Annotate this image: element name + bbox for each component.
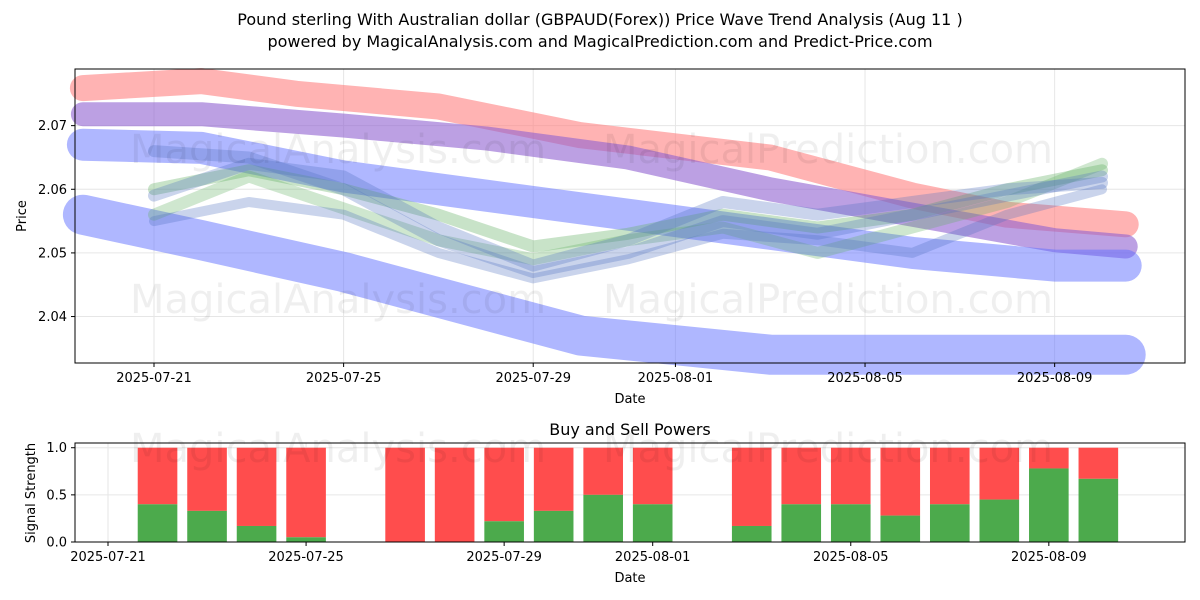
price-waves	[62, 68, 1146, 375]
price-ticks: 2025-07-21 2025-07-25 2025-07-29 2025-08-01…	[38, 119, 1092, 386]
sell-bar	[781, 447, 822, 505]
sell-bar	[979, 447, 1020, 500]
bar-y-label: Signal Strength	[24, 443, 39, 543]
watermark-prediction: MagicalPrediction.com	[603, 277, 1053, 323]
sell-bar	[236, 447, 277, 526]
buy-bar	[286, 537, 326, 542]
watermark-analysis: MagicalAnalysis.com	[130, 127, 546, 173]
sell-bar	[187, 447, 227, 511]
series-wave-green-1	[148, 164, 1108, 253]
buy-bar	[533, 510, 574, 542]
sell-bar	[137, 447, 178, 505]
price-watermarks: MagicalAnalysis.com MagicalPrediction.co…	[130, 127, 1053, 323]
buy-bar	[929, 504, 970, 542]
price-y-label: Price	[15, 200, 30, 232]
series-wave-red	[69, 68, 1139, 238]
sell-bar	[533, 447, 574, 511]
price-axes-frame	[74, 68, 1186, 364]
buy-bar	[731, 525, 772, 542]
bar-axes-frame	[74, 442, 1186, 543]
price-x-tick-label: 2025-08-01	[638, 371, 714, 386]
series-wave-blue-mid	[66, 128, 1142, 282]
watermark-prediction: MagicalPrediction.com	[603, 127, 1053, 173]
sell-bar	[1029, 447, 1069, 469]
series-wave-steel-1	[148, 157, 1108, 272]
buy-bar	[484, 521, 524, 542]
sell-bar	[929, 447, 970, 505]
price-x-tick-label: 2025-08-09	[1017, 371, 1093, 386]
price-x-tick-label: 2025-08-05	[827, 371, 903, 386]
bar-x-tick-label: 2025-07-29	[466, 550, 542, 565]
sell-bar	[434, 447, 475, 542]
buy-bar	[880, 515, 921, 542]
chart-title: Pound sterling With Australian dollar (G…	[237, 10, 963, 29]
watermark-analysis: MagicalAnalysis.com	[130, 277, 546, 323]
bar-ticks: 2025-07-21 2025-07-25 2025-07-29 2025-08-01…	[46, 441, 1086, 565]
chart-subtitle: powered by MagicalAnalysis.com and Magic…	[267, 32, 933, 51]
price-x-tick-label: 2025-07-21	[116, 371, 192, 386]
price-x-tick-label: 2025-07-29	[495, 371, 571, 386]
price-y-tick-label: 2.07	[38, 119, 67, 134]
bar-x-tick-label: 2025-08-09	[1011, 550, 1087, 565]
series-wave-green-2	[148, 157, 1108, 266]
watermark-prediction: MagicalPrediction.com	[603, 426, 1053, 472]
buy-bar	[781, 504, 822, 542]
series-wave-steel-2	[148, 145, 1108, 278]
price-y-tick-label: 2.04	[38, 310, 67, 325]
series-wave-blue-low	[62, 194, 1146, 375]
buy-bar	[137, 504, 178, 542]
buy-bar	[979, 499, 1020, 542]
bar-chart-title: Buy and Sell Powers	[549, 420, 711, 439]
sell-bar	[583, 447, 623, 495]
sell-bar	[830, 447, 871, 505]
bar-y-tick-label: 0.5	[46, 488, 67, 503]
buy-bar	[187, 510, 227, 542]
series-wave-steel-3	[149, 184, 1107, 284]
price-y-tick-label: 2.06	[38, 183, 67, 198]
bar-x-label: Date	[614, 571, 645, 586]
bar-y-tick-label: 0.0	[46, 536, 67, 551]
bar-y-tick-label: 1.0	[46, 441, 67, 456]
sell-bar	[632, 447, 673, 505]
bar-x-tick-label: 2025-08-05	[813, 550, 889, 565]
bar-x-tick-label: 2025-08-01	[615, 550, 691, 565]
buy-bar	[236, 525, 277, 542]
sell-bar	[484, 447, 524, 522]
series-wave-purple	[70, 102, 1138, 259]
price-y-tick-label: 2.05	[38, 246, 67, 261]
price-x-label: Date	[614, 392, 645, 407]
sell-bar	[1078, 447, 1119, 479]
sell-bar	[385, 447, 425, 542]
bar-series	[137, 447, 1119, 542]
buy-bar	[830, 504, 871, 542]
price-x-tick-label: 2025-07-25	[306, 371, 382, 386]
sell-bar	[731, 447, 772, 526]
buy-bar	[1078, 478, 1119, 542]
sell-bar	[880, 447, 921, 516]
bar-x-tick-label: 2025-07-21	[70, 550, 146, 565]
buy-bar	[1029, 468, 1069, 542]
watermark-analysis: MagicalAnalysis.com	[130, 426, 546, 472]
buy-bar	[583, 494, 623, 542]
sell-bar	[286, 447, 326, 538]
bar-watermarks: MagicalAnalysis.com MagicalPrediction.co…	[130, 426, 1053, 472]
bar-x-tick-label: 2025-07-25	[268, 550, 344, 565]
buy-bar	[632, 504, 673, 542]
